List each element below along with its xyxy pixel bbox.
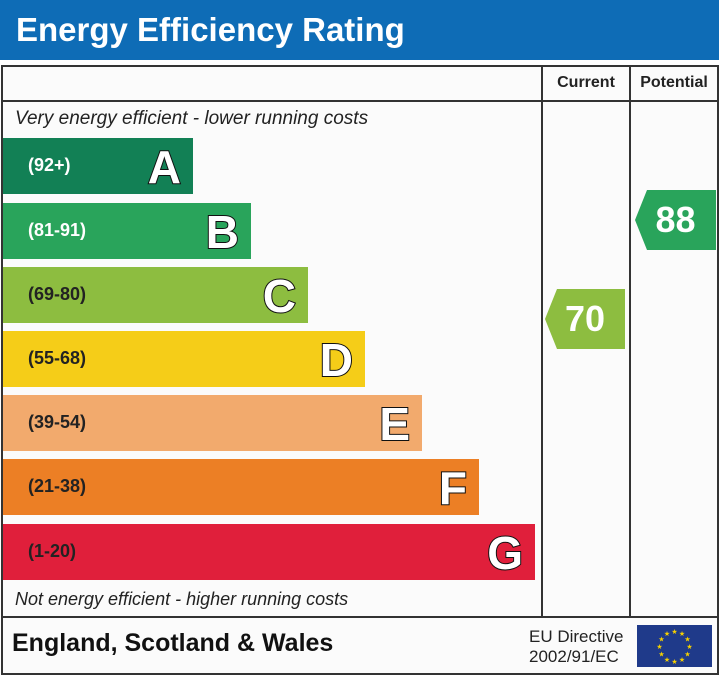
star-icon: ★ (671, 658, 677, 666)
star-icon: ★ (664, 630, 670, 638)
potential-rating-arrow: 88 (635, 190, 716, 250)
eu-flag-icon: ★ ★ ★ ★ ★ ★ ★ ★ ★ ★ ★ ★ (637, 625, 712, 667)
band-range: (81-91) (28, 220, 87, 240)
band-range: (55-68) (28, 348, 87, 368)
current-column-header: Current (557, 74, 615, 91)
band-letter: E (378, 397, 411, 451)
star-icon: ★ (684, 636, 690, 644)
current-rating-arrow: 70 (545, 289, 625, 349)
header: Energy Efficiency Rating (0, 0, 719, 60)
band-f: (21-38) F (3, 459, 479, 515)
band-range: (1-20) (28, 541, 77, 561)
band-range: (39-54) (28, 412, 87, 432)
band-letter: C (262, 269, 297, 323)
band-d: (55-68) D (3, 331, 365, 387)
star-icon: ★ (658, 651, 664, 659)
top-note: Very energy efficient - lower running co… (15, 108, 369, 129)
column-divider (629, 65, 631, 617)
band-range: (21-38) (28, 476, 87, 496)
band-range: (92+) (28, 155, 71, 175)
page-title: Energy Efficiency Rating (16, 11, 405, 48)
header-row-divider (1, 100, 717, 102)
band-letter: F (438, 461, 468, 515)
eu-directive: EU Directive 2002/91/EC (529, 627, 623, 667)
region-label: England, Scotland & Wales (12, 629, 334, 657)
star-icon: ★ (656, 643, 662, 651)
band-letter: A (147, 140, 182, 194)
star-icon: ★ (658, 636, 664, 644)
band-letter: B (205, 205, 240, 259)
band-range: (69-80) (28, 284, 87, 304)
star-icon: ★ (679, 630, 685, 638)
band-e: (39-54) E (3, 395, 422, 451)
directive-line2: 2002/91/EC (529, 647, 619, 666)
potential-column-header: Potential (640, 74, 708, 91)
band-g: (1-20) G (3, 524, 535, 580)
bottom-note: Not energy efficient - higher running co… (15, 589, 349, 609)
directive-line1: EU Directive (529, 627, 624, 646)
star-icon: ★ (671, 628, 677, 636)
star-icon: ★ (686, 643, 692, 651)
column-divider (541, 65, 543, 617)
band-letter: D (319, 333, 354, 387)
band-letter: G (486, 526, 524, 580)
star-icon: ★ (679, 656, 685, 664)
band-a: (92+) A (3, 138, 193, 194)
star-icon: ★ (664, 656, 670, 664)
band-b: (81-91) B (3, 203, 251, 259)
footer-row-divider (1, 616, 717, 618)
band-c: (69-80) C (3, 267, 308, 323)
star-icon: ★ (684, 651, 690, 659)
